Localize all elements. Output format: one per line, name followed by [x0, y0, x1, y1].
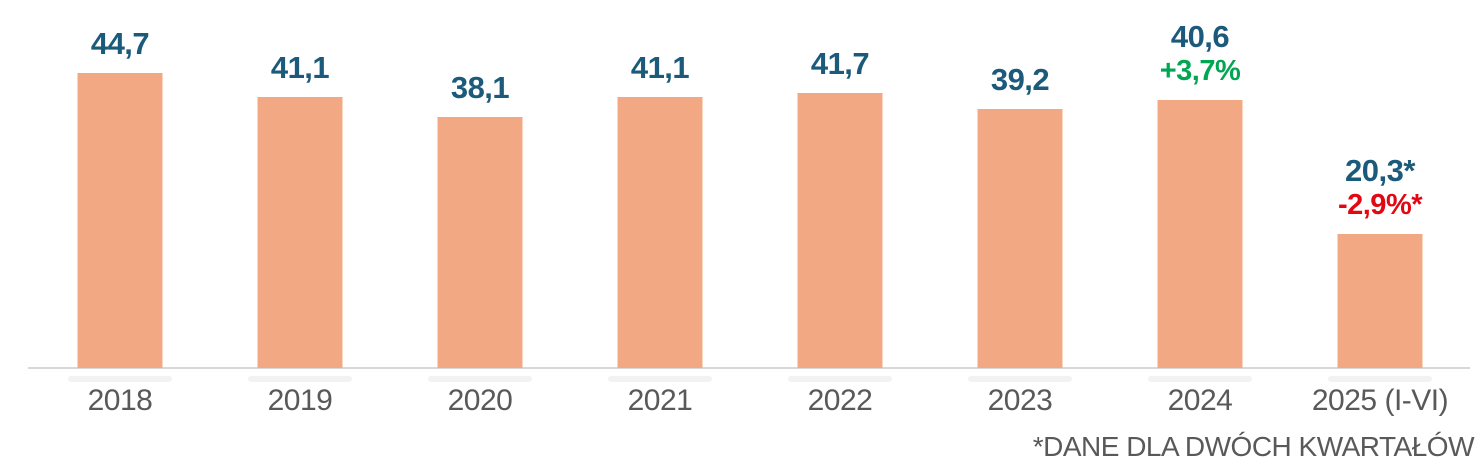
chart-column: 41,1 2021 — [570, 0, 750, 472]
bar — [617, 97, 703, 368]
bar-value-label: 44,7 — [90, 26, 150, 61]
bar-label-stack: 44,7 — [30, 27, 210, 61]
bar-value-label: 41,1 — [270, 50, 330, 85]
bar-label-stack: 41,1 — [210, 51, 390, 85]
bar-label-stack: 20,3* -2,9%* — [1290, 154, 1470, 222]
bar-shadow — [428, 376, 532, 382]
bar — [77, 73, 163, 368]
chart-column: 20,3* -2,9%* 2025 (I-VI) — [1290, 0, 1470, 472]
chart-column: 40,6 +3,7% 2024 — [1110, 0, 1290, 472]
chart-column: 44,7 2018 — [30, 0, 210, 472]
bar — [977, 109, 1063, 368]
x-axis-label: 2020 — [447, 384, 513, 417]
x-axis-label: 2025 (I-VI) — [1311, 384, 1449, 417]
bar-change-label: +3,7% — [1159, 55, 1241, 87]
bar-shadow — [248, 376, 352, 382]
chart-column: 39,2 2023 — [930, 0, 1110, 472]
x-axis-label: 2021 — [627, 384, 693, 417]
chart-column: 41,1 2019 — [210, 0, 390, 472]
bar-shadow — [1328, 376, 1432, 382]
bar — [257, 97, 343, 368]
chart-column: 38,1 2020 — [390, 0, 570, 472]
bar — [437, 117, 523, 368]
x-axis-label: 2023 — [987, 384, 1053, 417]
x-axis-label: 2024 — [1167, 384, 1233, 417]
bar — [1157, 100, 1243, 368]
footnote: *DANE DLA DWÓCH KWARTAŁÓW — [1032, 431, 1475, 462]
bar-shadow — [968, 376, 1072, 382]
bar-label-stack: 39,2 — [930, 63, 1110, 97]
chart-columns: 44,7 2018 41,1 2019 38,1 2020 41,1 2021 41,7 2022… — [30, 0, 1470, 472]
x-axis-label: 2019 — [267, 384, 333, 417]
bar-label-stack: 41,1 — [570, 51, 750, 85]
bar-label-stack: 41,7 — [750, 47, 930, 81]
bar-value-label: 40,6 — [1170, 19, 1230, 54]
bar-shadow — [788, 376, 892, 382]
x-axis-label: 2022 — [807, 384, 873, 417]
x-axis-label: 2018 — [87, 384, 153, 417]
bar-shadow — [1148, 376, 1252, 382]
bar-value-label: 20,3* — [1345, 153, 1415, 188]
bar-value-label: 41,7 — [810, 46, 870, 81]
x-axis-line — [28, 367, 1470, 369]
chart-column: 41,7 2022 — [750, 0, 930, 472]
bar — [1337, 234, 1423, 368]
bar-change-label: -2,9%* — [1337, 189, 1423, 221]
bar — [797, 93, 883, 368]
bar-shadow — [608, 376, 712, 382]
bar-value-label: 39,2 — [990, 62, 1050, 97]
bar-value-label: 41,1 — [630, 50, 690, 85]
bar-label-stack: 38,1 — [390, 71, 570, 105]
bar-label-stack: 40,6 +3,7% — [1110, 20, 1290, 88]
bar-value-label: 38,1 — [450, 70, 510, 105]
bar-shadow — [68, 376, 172, 382]
